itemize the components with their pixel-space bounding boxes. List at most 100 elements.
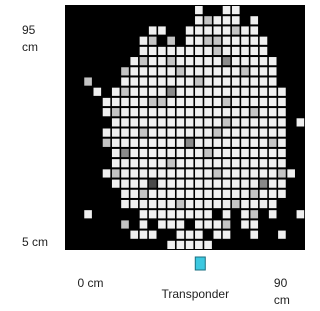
cell bbox=[204, 190, 212, 198]
cell bbox=[84, 149, 92, 157]
cell bbox=[66, 210, 74, 218]
cell bbox=[75, 159, 83, 167]
cell bbox=[223, 88, 231, 96]
cell bbox=[269, 180, 277, 188]
cell bbox=[177, 37, 185, 45]
cell bbox=[121, 220, 129, 228]
cell bbox=[186, 6, 194, 14]
cell bbox=[149, 57, 157, 65]
cell bbox=[93, 77, 101, 85]
cell bbox=[130, 129, 138, 137]
cell bbox=[213, 16, 221, 24]
cell bbox=[260, 231, 268, 239]
cell bbox=[250, 88, 258, 96]
cell bbox=[260, 98, 268, 106]
cell bbox=[130, 16, 138, 24]
cell bbox=[75, 210, 83, 218]
cell bbox=[260, 200, 268, 208]
cell bbox=[112, 67, 120, 75]
cell bbox=[241, 220, 249, 228]
cell bbox=[121, 159, 129, 167]
cell bbox=[195, 98, 203, 106]
cell bbox=[130, 241, 138, 249]
cell bbox=[250, 26, 258, 34]
cell bbox=[278, 77, 286, 85]
cell bbox=[121, 210, 129, 218]
cell bbox=[75, 231, 83, 239]
cell bbox=[167, 169, 175, 177]
cell bbox=[269, 37, 277, 45]
cell bbox=[167, 118, 175, 126]
cell bbox=[177, 241, 185, 249]
cell bbox=[250, 6, 258, 14]
cell bbox=[75, 67, 83, 75]
cell bbox=[112, 190, 120, 198]
cell bbox=[66, 37, 74, 45]
cell bbox=[287, 241, 295, 249]
cell bbox=[260, 241, 268, 249]
cell bbox=[130, 37, 138, 45]
cell bbox=[158, 26, 166, 34]
cell bbox=[103, 37, 111, 45]
cell bbox=[195, 26, 203, 34]
cell bbox=[186, 67, 194, 75]
cell bbox=[204, 129, 212, 137]
cell bbox=[195, 67, 203, 75]
cell bbox=[195, 210, 203, 218]
cell bbox=[121, 57, 129, 65]
cell bbox=[241, 57, 249, 65]
cell bbox=[130, 149, 138, 157]
cell bbox=[278, 169, 286, 177]
cell bbox=[66, 88, 74, 96]
cell bbox=[223, 231, 231, 239]
cell bbox=[186, 180, 194, 188]
cell bbox=[195, 118, 203, 126]
cell bbox=[130, 139, 138, 147]
cell bbox=[204, 220, 212, 228]
cell bbox=[158, 67, 166, 75]
cell bbox=[167, 220, 175, 228]
cell bbox=[204, 26, 212, 34]
cell bbox=[93, 190, 101, 198]
cell bbox=[232, 159, 240, 167]
cell bbox=[223, 67, 231, 75]
cell bbox=[75, 16, 83, 24]
cell bbox=[93, 210, 101, 218]
cell bbox=[223, 129, 231, 137]
cell bbox=[103, 57, 111, 65]
cell bbox=[241, 67, 249, 75]
cell bbox=[84, 57, 92, 65]
cell bbox=[103, 139, 111, 147]
cell bbox=[260, 180, 268, 188]
cell bbox=[232, 210, 240, 218]
cell bbox=[93, 118, 101, 126]
cell bbox=[121, 231, 129, 239]
cell bbox=[232, 149, 240, 157]
cell bbox=[250, 139, 258, 147]
cell bbox=[186, 220, 194, 228]
cell bbox=[269, 57, 277, 65]
cell bbox=[84, 88, 92, 96]
cell bbox=[287, 47, 295, 55]
cell bbox=[195, 200, 203, 208]
cell bbox=[223, 108, 231, 116]
cell bbox=[149, 67, 157, 75]
cell bbox=[287, 129, 295, 137]
cell bbox=[75, 180, 83, 188]
cell bbox=[121, 190, 129, 198]
cell bbox=[149, 37, 157, 45]
cell bbox=[241, 26, 249, 34]
cell bbox=[260, 57, 268, 65]
cell bbox=[66, 159, 74, 167]
cell bbox=[297, 47, 305, 55]
cell bbox=[149, 26, 157, 34]
cell bbox=[130, 77, 138, 85]
cell bbox=[84, 77, 92, 85]
cell bbox=[140, 77, 148, 85]
cell bbox=[84, 220, 92, 228]
cell bbox=[149, 129, 157, 137]
cell bbox=[223, 26, 231, 34]
cell bbox=[140, 139, 148, 147]
cell bbox=[84, 200, 92, 208]
cell bbox=[260, 149, 268, 157]
